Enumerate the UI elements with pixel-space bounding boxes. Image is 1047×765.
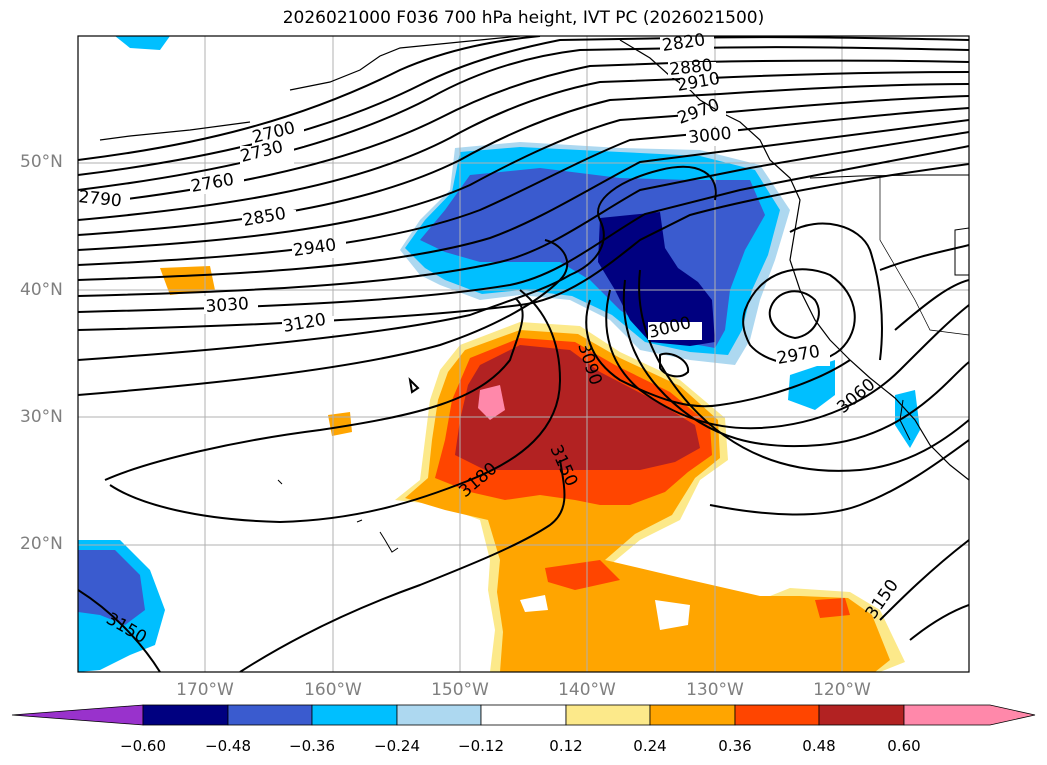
ivt-positive-pink [478, 385, 505, 420]
colorbar-tick-label: 0.12 [549, 737, 583, 755]
colorbar-bin [142, 704, 229, 726]
contour-label: 3030 [205, 294, 250, 317]
lon-label: 160°W [304, 680, 362, 700]
colorbar-tick-label: −0.60 [120, 737, 166, 755]
ivt-pos-small-2 [815, 598, 850, 618]
ivt-hole-1 [520, 595, 548, 612]
lon-label: 120°W [813, 680, 871, 700]
colorbar-bin [565, 704, 651, 726]
contour-label-halos [78, 36, 830, 366]
map-title: 2026021000 F036 700 hPa height, IVT PC (… [282, 8, 765, 28]
ivt-hole-2 [655, 600, 690, 630]
colorbar-bin [734, 704, 820, 726]
ivt-pos-blob-west [160, 266, 215, 295]
ivt-neg-sw-blue [78, 550, 145, 625]
colorbar-tick-label: −0.24 [374, 737, 420, 755]
colorbar [11, 704, 1036, 726]
lon-label: 170°W [176, 680, 234, 700]
lon-label: 130°W [686, 680, 744, 700]
lat-label: 30°N [20, 407, 63, 427]
colorbar-tick-label: −0.48 [205, 737, 251, 755]
colorbar-tick-label: −0.12 [458, 737, 504, 755]
lon-label: 140°W [558, 680, 616, 700]
colorbar-tick-label: −0.36 [289, 737, 335, 755]
contour-label: 2790 [77, 187, 122, 211]
colorbar-bin [396, 704, 482, 726]
ivt-pos-small-1 [545, 560, 620, 590]
lat-label: 50°N [20, 152, 63, 172]
lon-label: 150°W [431, 680, 489, 700]
colorbar-tick-label: 0.48 [802, 737, 836, 755]
colorbar-bin [227, 704, 313, 726]
ivt-shading [78, 36, 920, 672]
lat-label: 20°N [20, 534, 63, 554]
colorbar-bin [818, 704, 905, 726]
colorbar-tick-label: 0.24 [633, 737, 667, 755]
colorbar-bin [649, 704, 736, 726]
lat-label: 40°N [20, 280, 63, 300]
colorbar-tick-label: 0.60 [887, 737, 921, 755]
colorbar-tick-label: 0.36 [718, 737, 752, 755]
contour-label: 3000 [687, 124, 732, 148]
colorbar-extend-high [903, 704, 1036, 726]
colorbar-extend-low [11, 704, 144, 726]
contour-label: 2880 [668, 56, 713, 80]
ivt-positive-dark-red [455, 345, 700, 470]
colorbar-bin [480, 704, 567, 726]
contour-label: 3060 [833, 375, 879, 418]
ivt-negative-dark [598, 212, 715, 346]
ivt-pos-blob-hawaii [328, 412, 352, 436]
ivt-neg-coast [788, 360, 835, 410]
contour-label: 3150 [862, 576, 903, 623]
ivt-neg-baja [895, 390, 920, 448]
map-frame [77, 35, 970, 673]
ivt-neg-top [115, 36, 170, 50]
height-contours [78, 36, 969, 672]
colorbar-bin [311, 704, 398, 726]
